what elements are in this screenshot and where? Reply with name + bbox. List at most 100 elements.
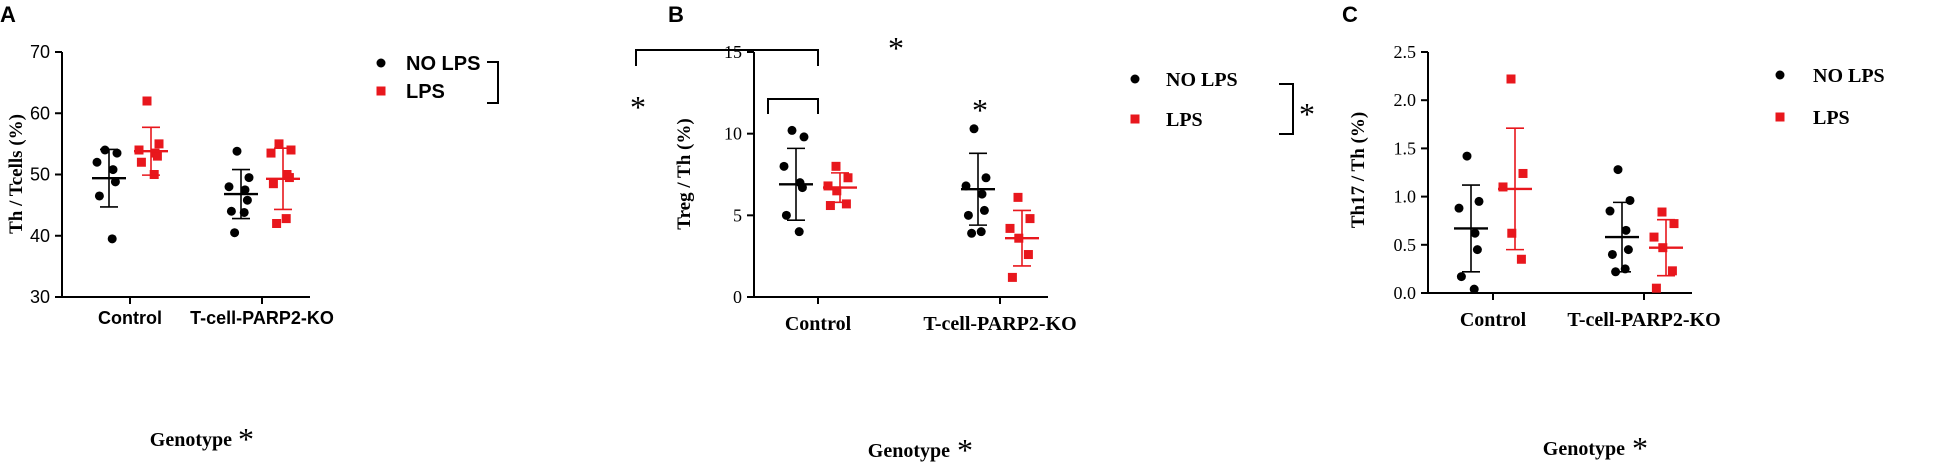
data-point (1625, 195, 1635, 205)
data-point (1472, 245, 1482, 255)
y-tick-label: 2.5 (1394, 42, 1417, 62)
data-point (1456, 272, 1466, 282)
data-point (244, 173, 254, 183)
data-point (976, 227, 986, 237)
data-point (1005, 223, 1015, 233)
y-tick-label: 2.0 (1394, 90, 1417, 110)
y-tick-label: 50 (30, 165, 50, 185)
data-point (152, 151, 162, 161)
data-point (1607, 249, 1617, 259)
data-point (1454, 203, 1464, 213)
data-point (268, 179, 278, 189)
data-point (232, 146, 242, 156)
data-point (224, 182, 234, 192)
significance-bracket (767, 98, 819, 114)
y-tick-label: 70 (30, 42, 50, 62)
legend-label: NO LPS (406, 53, 480, 75)
legend-label: LPS (1166, 109, 1203, 131)
x-tick-label: Control (1460, 309, 1527, 331)
x-tick-label: Control (98, 308, 162, 328)
significance-label: * (972, 92, 988, 128)
data-point (92, 157, 102, 167)
y-tick-label: 30 (30, 287, 50, 307)
legend-label: NO LPS (1813, 65, 1885, 87)
data-point (1667, 266, 1677, 276)
data-point (1023, 250, 1033, 260)
data-point (831, 161, 841, 171)
data-point (112, 148, 122, 158)
data-point (110, 177, 120, 187)
data-point (1651, 283, 1661, 293)
data-point (1469, 284, 1479, 294)
data-point (981, 173, 991, 183)
legend-marker (1775, 70, 1785, 80)
legend-marker (1130, 114, 1140, 124)
data-point (1470, 228, 1480, 238)
y-tick-label: 1.0 (1394, 187, 1417, 207)
panel-label: B (668, 2, 684, 27)
data-point (1506, 74, 1516, 84)
data-point (1516, 254, 1526, 264)
y-axis-label: Th / Tcells (%) (6, 114, 27, 234)
y-tick-label: 0 (733, 287, 742, 307)
data-point (230, 228, 240, 238)
legend-significance-mark: * (630, 89, 646, 125)
x-tick-label: T-cell-PARP2-KO (923, 313, 1076, 335)
data-point (823, 181, 833, 191)
panel-label: C (1342, 2, 1358, 27)
data-point (1613, 165, 1623, 175)
significance-bracket (635, 49, 819, 66)
data-point (1007, 272, 1017, 282)
x-tick-label: T-cell-PARP2-KO (1567, 309, 1720, 331)
data-point (1507, 228, 1517, 238)
x-axis-significance-mark: * (1632, 430, 1648, 466)
data-point (142, 96, 152, 106)
data-point (154, 139, 164, 149)
data-point (967, 228, 977, 238)
data-point (779, 161, 789, 171)
legend-marker (376, 58, 386, 68)
y-tick-label: 40 (30, 226, 50, 246)
data-point (286, 145, 296, 155)
y-axis-label: Th17 / Th (%) (1348, 112, 1369, 228)
legend-label: NO LPS (1166, 69, 1238, 91)
x-axis-significance-mark: * (238, 421, 254, 457)
panel-label: A (0, 2, 16, 27)
legend-marker (1130, 74, 1140, 84)
data-point (240, 185, 250, 195)
x-tick-label: Control (785, 313, 852, 335)
data-point (1498, 182, 1508, 192)
data-point (1462, 151, 1472, 161)
data-point (272, 219, 282, 228)
panel-b: B Treg / Th (%) Genotype * * * * 0 5 10 15 C… (635, 2, 1315, 468)
data-point (794, 227, 804, 237)
legend-label: LPS (1813, 107, 1850, 129)
data-point (977, 189, 987, 199)
data-point (226, 206, 236, 216)
data-point (825, 201, 835, 211)
data-point (239, 207, 249, 217)
x-tick-label: T-cell-PARP2-KO (190, 308, 334, 328)
data-point (274, 139, 284, 149)
y-tick-label: 1.5 (1394, 138, 1417, 158)
legend-significance-mark: * (1299, 96, 1315, 132)
data-point (1657, 207, 1667, 217)
data-point (281, 214, 291, 224)
significance-label: * (888, 30, 904, 66)
x-axis-significance-mark: * (957, 432, 973, 468)
x-axis-label: Genotype (1543, 438, 1625, 460)
data-point (1474, 196, 1484, 206)
y-tick-label: 10 (724, 124, 742, 144)
data-point (284, 173, 294, 183)
y-axis-label: Treg / Th (%) (674, 118, 695, 229)
y-tick-label: 60 (30, 103, 50, 123)
y-tick-label: 0.5 (1394, 235, 1417, 255)
data-point (94, 191, 104, 201)
data-point (832, 186, 842, 196)
data-point (266, 148, 276, 158)
data-point (841, 199, 851, 209)
y-tick-label: 5 (733, 205, 742, 225)
legend-marker (376, 86, 386, 96)
data-point (136, 157, 146, 167)
data-point (787, 125, 797, 135)
